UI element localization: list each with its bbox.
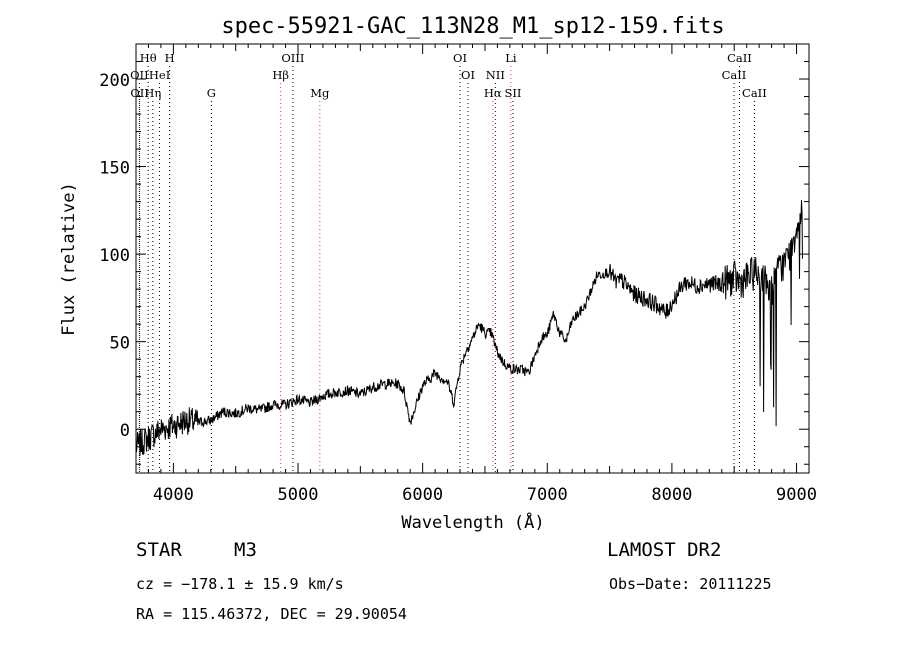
y-tick-label: 150 — [99, 159, 130, 179]
spectral-line-label: CaII — [722, 68, 747, 82]
x-tick-label: 4000 — [153, 485, 194, 505]
spectral-line-label: Hη — [144, 86, 161, 100]
x-tick-label: 6000 — [402, 485, 443, 505]
spectrum-line — [135, 200, 803, 456]
y-tick-label: 100 — [99, 246, 130, 266]
spectral-line-label: Hθ — [140, 51, 157, 65]
spectral-line-label: HeI — [149, 68, 170, 82]
axis-ticks: 4000 5000 6000 7000 8000 9000 0 50 100 150 200 — [99, 43, 817, 505]
y-tick-label: 50 — [110, 334, 130, 354]
spectral-line-label: NII — [486, 68, 505, 82]
spectral-line-label: OII — [130, 68, 149, 82]
x-tick-label: 8000 — [651, 485, 692, 505]
object-subclass: M3 — [234, 539, 257, 561]
obs-date: Obs−Date: 20111225 — [609, 575, 772, 593]
spectral-line-label: CaII — [742, 86, 767, 100]
x-tick-label: 5000 — [278, 485, 319, 505]
spectral-line-label: OII — [130, 86, 149, 100]
x-tick-label: 7000 — [527, 485, 568, 505]
object-type: STAR — [136, 539, 182, 561]
spectral-line-label: CaII — [727, 51, 752, 65]
survey-name: LAMOST DR2 — [607, 539, 722, 561]
spectral-line-label: Li — [505, 51, 517, 65]
spectral-line-label: OI — [461, 68, 475, 82]
coordinates: RA = 115.46372, DEC = 29.90054 — [136, 605, 407, 623]
spectral-line-label: SII — [505, 86, 522, 100]
y-tick-label: 0 — [120, 421, 130, 441]
redshift-readout: cz = −178.1 ± 15.9 km/s — [136, 575, 344, 593]
spectral-line-label: H — [165, 51, 175, 65]
x-tick-label: 9000 — [776, 485, 817, 505]
plot-frame — [135, 43, 810, 474]
spectral-line-label: OIII — [281, 51, 304, 65]
spectral-line-label: Hβ — [272, 68, 289, 82]
y-tick-label: 200 — [99, 71, 130, 91]
spectral-line-label: OI — [453, 51, 467, 65]
chart-title: spec-55921-GAC_113N28_M1_sp12-159.fits — [221, 14, 724, 39]
spectral-line-label: Hα — [484, 86, 502, 100]
x-axis-title: Wavelength (Å) — [401, 511, 544, 533]
y-axis-title: Flux (relative) — [59, 182, 79, 336]
spectral-line-label: G — [207, 86, 216, 100]
spectral-line-label: Mg — [310, 86, 330, 100]
